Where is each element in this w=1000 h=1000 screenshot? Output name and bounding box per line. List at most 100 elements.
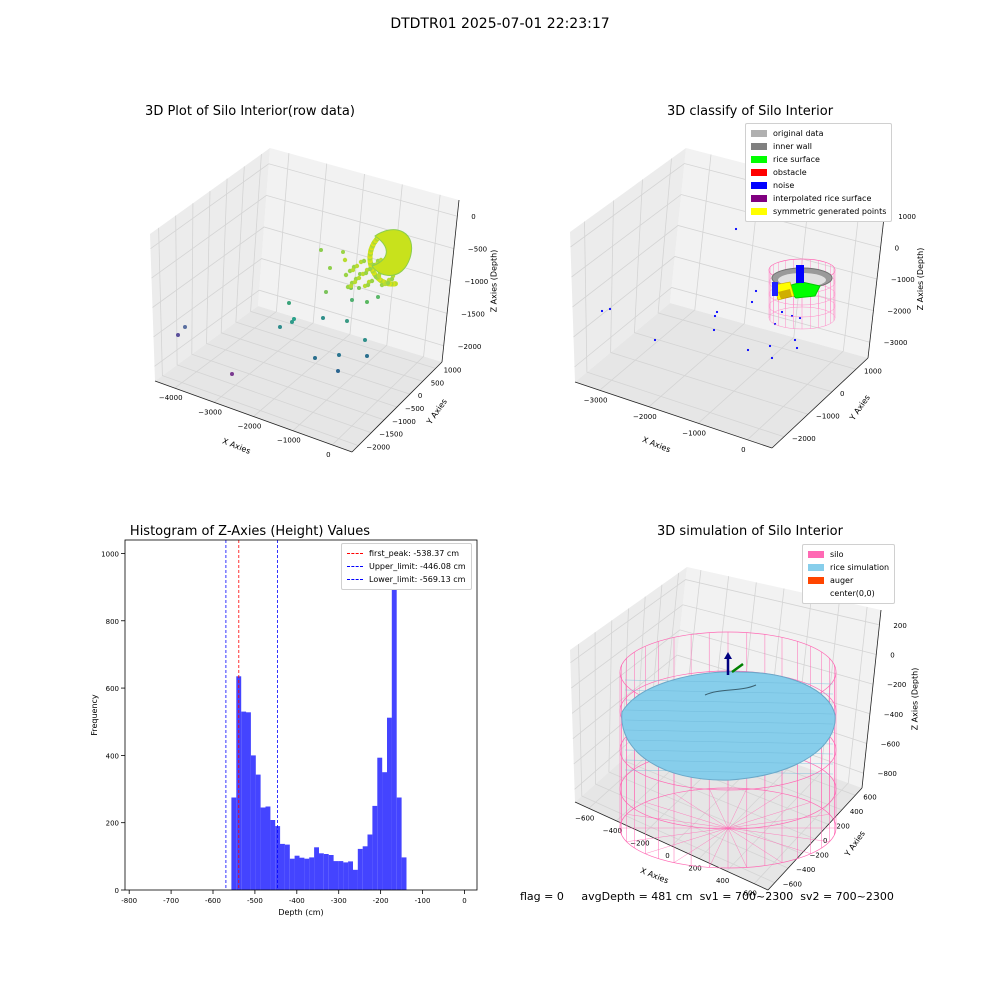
legend-label: symmetric generated points — [773, 207, 887, 216]
y-axis-label: Frequency — [90, 694, 99, 736]
raw-data-point — [365, 354, 369, 358]
y-gridline — [633, 179, 833, 393]
noise-point — [653, 338, 657, 342]
y-gridline — [608, 620, 802, 854]
histogram-legend: first_peak: -538.37 cm Upper_limit: -446.… — [341, 543, 472, 590]
rice-mesh-line — [624, 689, 834, 695]
histogram-bar — [265, 806, 271, 890]
x-axis-label: X Axies — [641, 435, 672, 454]
legend-label: noise — [773, 181, 795, 190]
noise-cluster — [796, 265, 804, 283]
raw-data-point — [342, 257, 348, 263]
legend-label: auger — [830, 576, 854, 585]
figure-title: DTDTR01 2025-07-01 22:23:17 — [390, 16, 610, 32]
legend-swatch — [808, 551, 824, 558]
x-tick-label: −3000 — [198, 408, 222, 416]
y-tick-label: −400 — [796, 866, 815, 874]
y-tick-label: 0 — [115, 887, 119, 895]
noise-point — [795, 346, 799, 350]
x-axis-label: Depth (cm) — [278, 908, 323, 917]
noise-point — [713, 314, 717, 318]
z-axis-label: Z Axies (Depth) — [911, 668, 920, 731]
y-gridline — [175, 215, 372, 434]
y-gridline — [594, 632, 789, 869]
x-tick-label: −2000 — [238, 423, 262, 431]
z-tick-label: 1000 — [898, 213, 916, 221]
z-gridline — [150, 163, 458, 250]
silo-floor-spoke — [727, 814, 830, 829]
histogram-bar — [377, 757, 383, 890]
raw-data-point — [350, 267, 356, 273]
y-gridline — [250, 154, 436, 369]
legend-label: rice surface — [773, 155, 820, 164]
rice-mesh-line — [624, 679, 834, 685]
raw-data-point — [369, 278, 375, 284]
auger-arm — [731, 662, 744, 674]
z-tick-label: −1000 — [891, 276, 915, 284]
noise-point — [734, 227, 738, 231]
z-tick-label: 0 — [890, 652, 894, 660]
histogram-bar — [270, 820, 276, 890]
histogram-bar — [314, 847, 319, 890]
raw-data-point — [319, 248, 323, 252]
noise-point — [770, 356, 774, 360]
legend-line — [347, 553, 363, 554]
x-gridline — [174, 153, 290, 389]
histogram-bar — [353, 869, 358, 890]
legend-item: interpolated rice surface — [751, 192, 886, 205]
histogram-bar — [357, 848, 363, 890]
y-tick-label: −200 — [810, 852, 829, 860]
raw-data-point — [363, 338, 367, 342]
x-gridline — [253, 173, 365, 417]
legend-swatch — [751, 195, 767, 202]
histogram-svg: -800 -700 -600 -500 -400 -300 -200 -100 0 0 200 400… — [90, 539, 478, 917]
silo-floor-spoke — [709, 827, 729, 868]
y-tick-label: 800 — [106, 618, 119, 626]
legend-label: rice simulation — [830, 563, 890, 572]
x-tick-label: −1000 — [682, 429, 706, 437]
raw-data-point — [365, 300, 369, 304]
histogram-bar — [391, 556, 397, 890]
legend-item: center(0,0) — [808, 587, 889, 600]
x-tick-label: -800 — [121, 897, 137, 905]
y-tick-label: 0 — [418, 392, 422, 400]
noise-point — [750, 300, 754, 304]
y-gridline — [191, 203, 385, 421]
silo-floor-spoke — [727, 827, 747, 868]
raw-data-point — [328, 266, 332, 270]
y-axis-line — [767, 787, 863, 891]
x-gridline — [747, 193, 862, 441]
legend-item: Lower_limit: -569.13 cm — [347, 573, 466, 586]
legend-label: interpolated rice surface — [773, 194, 872, 203]
legend-item: auger — [808, 574, 889, 587]
y-tick-label: 1000 — [101, 550, 119, 558]
raw-data-point — [389, 276, 395, 282]
z-tick-label: −2000 — [887, 308, 911, 316]
histogram-title: Histogram of Z-Axies (Height) Values — [129, 524, 371, 539]
raw-data-point — [337, 353, 341, 357]
histogram-bar — [294, 855, 300, 890]
y-tick-label: 400 — [850, 808, 863, 816]
x-axis-line — [574, 381, 773, 449]
legend-swatch — [751, 208, 767, 215]
rice-surface-ridge — [704, 684, 757, 696]
simulation-legend: silo rice simulation auger center(0,0) — [802, 544, 896, 604]
silo-floor-spoke — [727, 827, 811, 854]
plot-frame — [124, 539, 478, 891]
legend-label: center(0,0) — [830, 589, 875, 598]
left-pane — [150, 148, 270, 381]
raw-data-point — [343, 272, 349, 278]
simulation-title: 3D simulation of Silo Interior — [657, 524, 843, 539]
raw-data-point — [367, 266, 373, 272]
z-gridline — [570, 579, 880, 664]
histogram-bar — [367, 834, 373, 890]
classify-chart: 3D classify of Silo Interior −3000 −2000−… — [500, 0, 1000, 480]
x-tick-label: 0 — [665, 852, 669, 860]
rice-mesh-line — [624, 719, 834, 725]
raw-data-point — [352, 279, 358, 285]
raw-data-point — [321, 316, 325, 320]
y-gridline — [610, 200, 809, 415]
x-tick-label: −1000 — [277, 437, 301, 445]
rice-mesh-line — [624, 739, 834, 745]
x-tick-label: −2000 — [633, 413, 657, 421]
